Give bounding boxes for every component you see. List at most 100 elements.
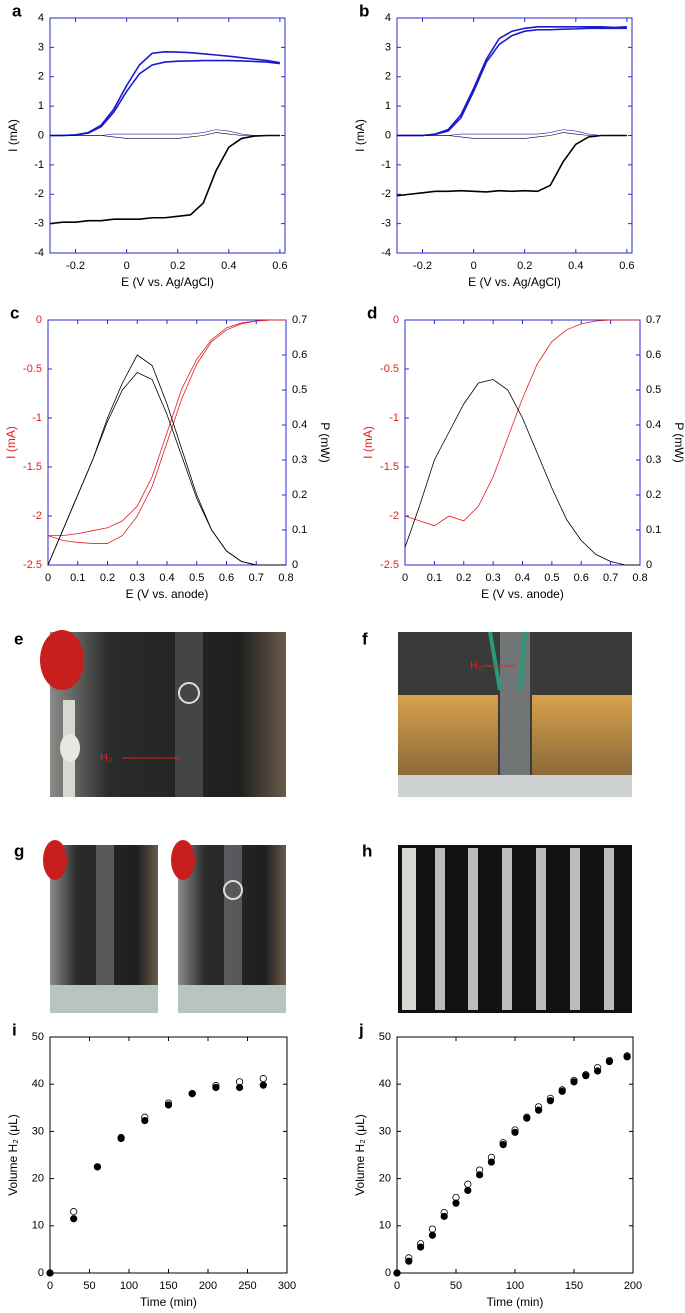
- data-point: [259, 1081, 267, 1089]
- data-line: [50, 132, 280, 139]
- panel-label: i: [12, 1020, 17, 1039]
- data-line: [49, 134, 280, 225]
- y2-tick-label: 0.4: [646, 419, 661, 431]
- y-tick-label: 1: [38, 100, 44, 112]
- data-point: [452, 1199, 460, 1207]
- y-axis-label: I (mA): [361, 426, 375, 459]
- x-axis-label: Time (min): [140, 1295, 197, 1309]
- y-tick-label: -3: [34, 218, 44, 230]
- y-tick-label: 2: [38, 71, 44, 83]
- y2-tick-label: 0.1: [646, 524, 661, 536]
- y-tick-label: 20: [32, 1173, 44, 1185]
- data-point: [259, 1074, 267, 1083]
- y-tick-label: -2: [34, 188, 44, 200]
- x-axis-label: E (V vs. anode): [481, 587, 564, 601]
- x-tick-label: 300: [278, 1280, 296, 1292]
- data-point: [428, 1231, 436, 1239]
- x-tick-label: 0.3: [130, 572, 145, 584]
- y-axis-label: Volume H₂ (μL): [6, 1114, 20, 1196]
- data-point: [93, 1163, 102, 1171]
- data-point: [523, 1114, 531, 1122]
- x-tick-label: 0: [402, 572, 408, 584]
- y-tick-label: -1.5: [380, 461, 399, 473]
- y-tick-label: 40: [32, 1078, 44, 1090]
- y-tick-label: -3: [381, 218, 391, 230]
- data-point: [499, 1141, 507, 1149]
- y-tick-label: -1: [34, 159, 44, 171]
- y2-axis-label: P (mW): [318, 422, 332, 462]
- x-tick-label: 50: [83, 1280, 95, 1292]
- data-point: [236, 1083, 244, 1092]
- y-tick-label: -1: [389, 412, 399, 424]
- y-axis-label: I (mA): [6, 119, 20, 152]
- x-tick-label: 0.7: [249, 572, 264, 584]
- x-tick-label: 0.2: [456, 572, 471, 584]
- data-line: [50, 59, 280, 137]
- y-tick-label: 4: [38, 12, 44, 24]
- y-tick-label: 10: [379, 1220, 391, 1232]
- data-point: [212, 1083, 220, 1092]
- panel-label: b: [359, 1, 369, 20]
- data-point: [141, 1116, 149, 1125]
- data-point: [416, 1243, 425, 1251]
- data-point: [440, 1212, 448, 1220]
- x-tick-label: 0.6: [619, 260, 634, 272]
- y2-tick-label: 0.7: [646, 314, 661, 326]
- y2-tick-label: 0.6: [646, 349, 661, 361]
- x-tick-label: 0.1: [70, 572, 85, 584]
- photo-h: [398, 845, 632, 1013]
- y-tick-label: -0.5: [23, 363, 42, 375]
- y2-tick-label: 0: [292, 559, 298, 571]
- data-point: [464, 1180, 472, 1188]
- y-tick-label: -2.5: [380, 559, 399, 571]
- x-tick-label: 0.4: [515, 572, 530, 584]
- y-axis-label: I (mA): [4, 426, 18, 459]
- panel-label: g: [14, 841, 24, 860]
- data-line: [397, 132, 627, 139]
- y-tick-label: -2.5: [23, 559, 42, 571]
- data-point: [534, 1106, 543, 1114]
- y-tick-label: -0.5: [380, 363, 399, 375]
- data-point: [393, 1269, 401, 1277]
- y-tick-label: 50: [32, 1031, 44, 1043]
- y-tick-label: 1: [385, 100, 391, 112]
- data-point: [582, 1072, 590, 1080]
- y-tick-label: 4: [385, 12, 391, 24]
- y-tick-label: 0: [36, 314, 42, 326]
- y-tick-label: -1: [381, 159, 391, 171]
- plot-frame: [404, 319, 641, 566]
- y-tick-label: -2: [32, 510, 42, 522]
- x-tick-label: 100: [120, 1280, 138, 1292]
- x-tick-label: 0.6: [272, 260, 287, 272]
- data-line: [404, 319, 640, 527]
- data-line: [397, 26, 627, 137]
- y2-axis-label: P (mW): [672, 422, 685, 462]
- plot-frame: [49, 1036, 288, 1274]
- y-tick-label: 30: [32, 1125, 44, 1137]
- data-point: [546, 1097, 555, 1105]
- y-tick-label: 0: [38, 1267, 44, 1279]
- data-point: [593, 1067, 602, 1075]
- y2-tick-label: 0.6: [292, 349, 307, 361]
- y-tick-label: 3: [385, 41, 391, 53]
- panel-label: f: [362, 629, 368, 648]
- photo-e: H₂: [40, 630, 286, 797]
- panel-label: j: [358, 1020, 364, 1039]
- y-axis-label: Volume H₂ (μL): [353, 1114, 367, 1196]
- data-point: [405, 1257, 413, 1265]
- x-axis-label: E (V vs. Ag/AgCl): [468, 275, 561, 289]
- y2-tick-label: 0.2: [646, 489, 661, 501]
- x-tick-label: 0.6: [574, 572, 589, 584]
- panel-label: a: [12, 1, 22, 20]
- x-tick-label: 0.5: [189, 572, 204, 584]
- x-tick-label: 0.2: [100, 572, 115, 584]
- data-point: [511, 1128, 519, 1136]
- y-tick-label: 2: [385, 71, 391, 83]
- x-tick-label: 0.7: [603, 572, 618, 584]
- y2-tick-label: 0.7: [292, 314, 307, 326]
- y-tick-label: -2: [389, 510, 399, 522]
- x-tick-label: 0.4: [568, 260, 583, 272]
- x-tick-label: 0.4: [221, 260, 236, 272]
- data-line: [48, 319, 286, 536]
- x-tick-label: 0.5: [544, 572, 559, 584]
